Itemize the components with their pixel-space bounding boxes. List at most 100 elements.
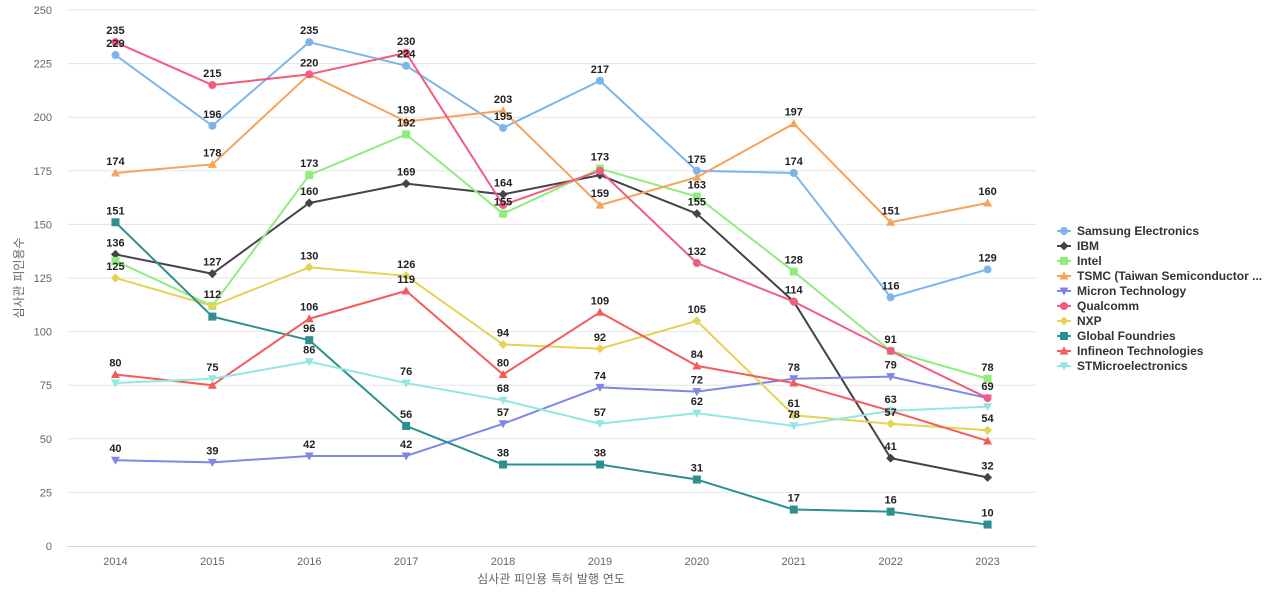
- legend-item[interactable]: TSMC (Taiwan Semiconductor ...: [1057, 269, 1262, 283]
- data-label: 129: [978, 252, 996, 264]
- series-samsung-electronics: [111, 38, 992, 302]
- data-point: [595, 166, 604, 175]
- data-point: [595, 460, 604, 469]
- data-label: 74: [594, 370, 607, 382]
- legend-item[interactable]: STMicroelectronics: [1057, 359, 1188, 373]
- data-point: [692, 258, 701, 267]
- series-stmicroelectronics: [110, 358, 993, 431]
- legend-item[interactable]: Samsung Electronics: [1057, 224, 1199, 238]
- data-point: [886, 346, 895, 355]
- data-label: 215: [203, 68, 221, 80]
- data-point: [595, 307, 605, 316]
- series-qualcomm: [111, 38, 992, 403]
- data-label: 174: [785, 156, 804, 168]
- y-tick-label: 75: [40, 380, 52, 392]
- data-label: 125: [106, 261, 124, 273]
- data-point: [886, 217, 896, 226]
- data-label: 112: [203, 289, 221, 301]
- x-tick-label: 2021: [782, 556, 806, 568]
- data-label: 79: [885, 360, 897, 372]
- data-point: [983, 265, 992, 274]
- y-tick-label: 250: [34, 5, 52, 17]
- legend-item[interactable]: Infineon Technologies: [1057, 344, 1204, 358]
- series-line: [114, 289, 989, 442]
- data-label: 40: [109, 443, 121, 455]
- data-point: [110, 168, 120, 177]
- data-point: [207, 301, 217, 311]
- data-label: 62: [691, 396, 703, 408]
- data-point: [595, 420, 605, 429]
- data-label: 126: [397, 259, 415, 271]
- data-point: [111, 256, 120, 265]
- data-point: [499, 123, 508, 132]
- data-point: [207, 269, 217, 279]
- data-label: 41: [885, 441, 897, 453]
- data-point: [499, 460, 508, 469]
- legend-symbol: [1059, 271, 1069, 280]
- x-tick-label: 2014: [103, 556, 127, 568]
- legend-item[interactable]: Global Foundries: [1057, 329, 1176, 343]
- data-point: [692, 192, 701, 201]
- data-point: [401, 452, 411, 461]
- data-point: [789, 168, 798, 177]
- data-label: 136: [106, 237, 124, 249]
- series-line: [114, 41, 989, 299]
- data-label: 78: [981, 362, 993, 374]
- data-label: 235: [106, 25, 124, 37]
- legend-symbol: [1059, 241, 1069, 251]
- data-label: 197: [785, 107, 803, 119]
- data-point: [789, 422, 799, 431]
- data-point: [789, 505, 798, 514]
- series-line: [114, 174, 989, 479]
- data-point: [692, 475, 701, 484]
- data-point: [595, 76, 604, 85]
- data-label: 155: [688, 197, 706, 209]
- data-point: [401, 286, 411, 295]
- legend-item[interactable]: IBM: [1057, 239, 1099, 253]
- legend-item[interactable]: Intel: [1057, 254, 1102, 268]
- data-point: [983, 198, 993, 207]
- series-micron-technology: [110, 373, 993, 467]
- data-label: 164: [494, 177, 513, 189]
- y-tick-label: 225: [34, 59, 52, 71]
- series-tsmc-taiwan-semiconductor: [110, 69, 993, 226]
- data-label: 63: [885, 394, 897, 406]
- data-label: 127: [203, 257, 221, 269]
- data-label: 57: [497, 407, 509, 419]
- series-layer: [110, 38, 993, 529]
- data-point: [207, 380, 217, 389]
- data-label: 160: [978, 186, 996, 198]
- data-label: 163: [688, 180, 706, 192]
- data-point: [110, 273, 120, 283]
- data-point: [886, 507, 895, 516]
- legend-symbol: [1060, 302, 1068, 310]
- data-point: [983, 425, 993, 435]
- data-point: [402, 421, 411, 430]
- data-point: [401, 116, 411, 125]
- data-point: [304, 314, 314, 323]
- legend-item[interactable]: NXP: [1057, 314, 1102, 328]
- legend-item[interactable]: Qualcomm: [1057, 299, 1139, 313]
- data-point: [305, 38, 314, 47]
- data-point: [789, 119, 799, 128]
- data-label: 198: [397, 104, 415, 116]
- data-label: 130: [300, 250, 318, 262]
- legend-item[interactable]: Micron Technology: [1057, 284, 1186, 298]
- series-infineon-technologies: [110, 286, 993, 445]
- data-point: [692, 361, 702, 370]
- data-point: [498, 106, 508, 115]
- data-point: [304, 198, 314, 208]
- data-point: [208, 121, 217, 130]
- grid-lines: [67, 9, 1036, 493]
- legend-symbol: [1060, 332, 1068, 340]
- data-point: [983, 403, 993, 412]
- legend-label: STMicroelectronics: [1077, 359, 1188, 373]
- x-tick-label: 2016: [297, 556, 321, 568]
- data-point: [304, 262, 314, 272]
- data-label: 42: [400, 439, 412, 451]
- data-label: 78: [788, 362, 800, 374]
- data-point: [983, 520, 992, 529]
